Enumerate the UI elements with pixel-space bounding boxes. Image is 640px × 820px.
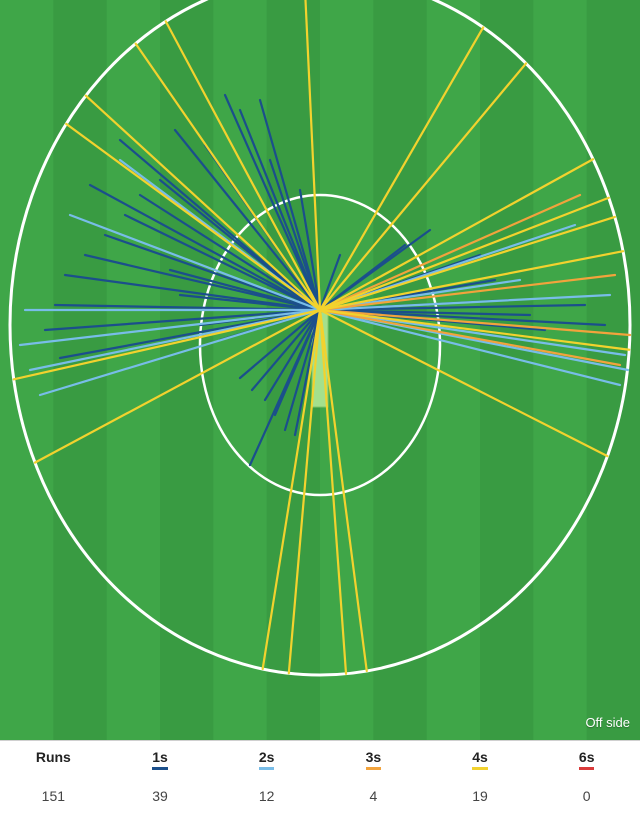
legend-header-cell: Runs [0,749,107,772]
legend-header-cell: 4s [427,749,534,772]
legend-value-cell: 4 [320,788,427,804]
legend-header-cell: 3s [320,749,427,772]
legend-value-cell: 12 [213,788,320,804]
field-wrapper: Off side [0,0,640,740]
legend-value-cell: 19 [427,788,534,804]
legend-value-cell: 0 [533,788,640,804]
wagon-wheel-chart [0,0,640,740]
legend-header-cell: 2s [213,749,320,772]
legend-header-row: Runs1s2s3s4s6s [0,741,640,780]
legend-value-cell: 39 [107,788,214,804]
offside-label: Off side [585,715,630,730]
legend-value-cell: 151 [0,788,107,804]
wagon-wheel-container: Off side Runs1s2s3s4s6s 15139124190 [0,0,640,812]
legend-header-cell: 1s [107,749,214,772]
legend-table: Runs1s2s3s4s6s 15139124190 [0,740,640,812]
legend-values-row: 15139124190 [0,780,640,812]
legend-header-cell: 6s [533,749,640,772]
